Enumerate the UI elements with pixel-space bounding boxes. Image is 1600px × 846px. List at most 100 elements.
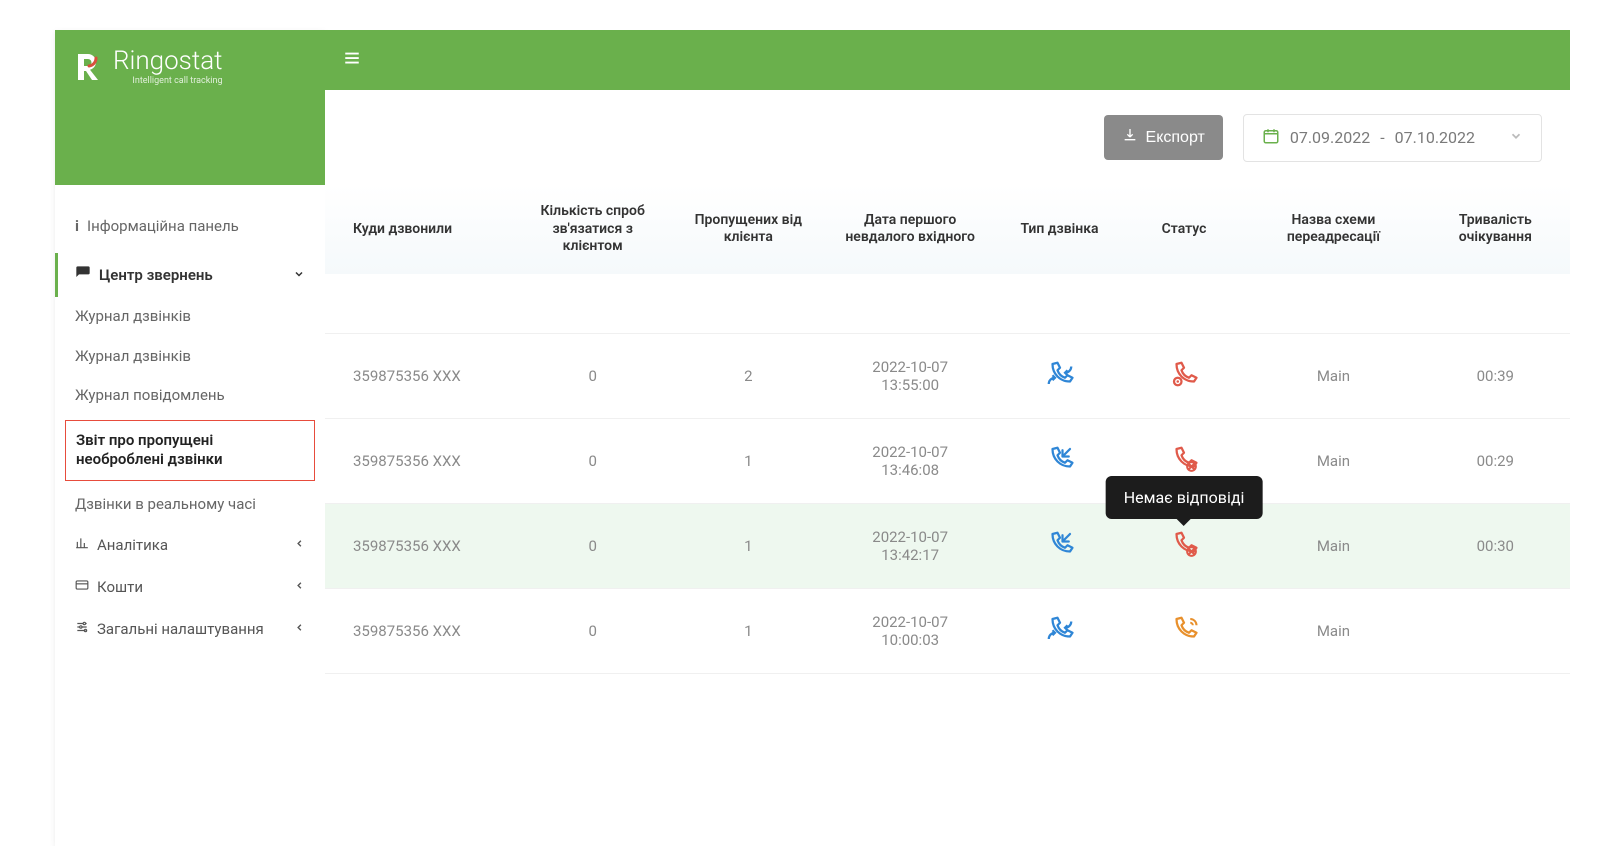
sidebar-nav: i Інформаційна панель Центр звернень Жур… [55,185,325,650]
sidebar-sub-label: Дзвінки в реальному часі [75,495,256,513]
table-head: Куди дзвонили Кількість спроб зв'язатися… [325,185,1570,274]
cell-scheme: Main [1246,334,1420,419]
sidebar-sub-label: Журнал повідомлень [75,386,225,404]
cell-number: 359875356 XXX [325,589,512,674]
cell-date: 2022-10-0713:46:08 [823,419,997,504]
brand-logo[interactable]: Ringostat Intelligent call tracking [73,48,223,86]
bar-chart-icon [75,536,89,554]
cell-missed: 1 [674,504,823,589]
table-row[interactable]: 359875356 XXX022022-10-0713:55:00 Main00:… [325,334,1570,419]
cell-type [997,334,1122,419]
sidebar-sub-realtime-calls[interactable]: Дзвінки в реальному часі [55,485,325,525]
cell-date: 2022-10-0713:55:00 [823,334,997,419]
cell-wait [1421,589,1570,674]
download-icon [1122,127,1138,148]
col-header-missed[interactable]: Пропущених від клієнта [674,185,823,274]
cell-attempts: 0 [512,419,674,504]
brand-logo-area: Ringostat Intelligent call tracking [55,30,325,185]
cell-attempts: 0 [512,334,674,419]
table-row[interactable]: 359875356 XXX012022-10-0713:42:17 Немає в… [325,504,1570,589]
sidebar: Ringostat Intelligent call tracking i Ін… [55,30,325,846]
cell-scheme: Main [1246,504,1420,589]
toolbar: Експорт 07.09.2022 - 07.10.2022 [325,90,1570,185]
date-sep: - [1380,128,1384,147]
cell-missed: 2 [674,334,823,419]
sidebar-item-settings[interactable]: Загальні налаштування [55,608,325,650]
sidebar-item-label: Кошти [97,578,143,596]
cell-type [997,504,1122,589]
sidebar-sub-call-log-2[interactable]: Журнал дзвінків [55,337,325,377]
main-area: Експорт 07.09.2022 - 07.10.2022 [325,30,1570,846]
calendar-icon [1262,127,1280,149]
col-header-date[interactable]: Дата першого невдалого вхідного [823,185,997,274]
cell-attempts: 0 [512,504,674,589]
date-to: 07.10.2022 [1395,128,1475,147]
cell-date: 2022-10-0713:42:17 [823,504,997,589]
cell-missed: 1 [674,419,823,504]
export-button[interactable]: Експорт [1104,115,1223,160]
cell-number: 359875356 XXX [325,504,512,589]
calls-table: Куди дзвонили Кількість спроб зв'язатися… [325,185,1570,674]
brand-text-wrap: Ringostat Intelligent call tracking [113,48,223,86]
sidebar-sub-missed-report[interactable]: Звіт про пропущені необроблені дзвінки [65,420,315,481]
table-spacer-row [325,274,1570,334]
col-header-wait[interactable]: Тривалість очікування [1421,185,1570,274]
cell-date: 2022-10-0710:00:03 [823,589,997,674]
sidebar-item-dashboard[interactable]: i Інформаційна панель [55,205,325,253]
app-root: Ringostat Intelligent call tracking i Ін… [0,0,1600,846]
sidebar-sub-label: Журнал дзвінків [75,307,191,325]
col-header-status[interactable]: Статус [1122,185,1247,274]
col-header-number[interactable]: Куди дзвонили [325,185,512,274]
topbar [325,30,1570,90]
date-range-picker[interactable]: 07.09.2022 - 07.10.2022 [1243,114,1542,162]
chevron-down-icon [293,268,305,283]
chat-icon [75,265,91,285]
col-header-scheme[interactable]: Назва схеми переадресації [1246,185,1420,274]
sliders-icon [75,620,89,638]
table-row[interactable]: 359875356 XXX012022-10-0710:00:03 Main [325,589,1570,674]
cell-wait: 00:39 [1421,334,1570,419]
col-header-type[interactable]: Тип дзвінка [997,185,1122,274]
card-icon [75,578,89,596]
cell-attempts: 0 [512,589,674,674]
cell-type [997,419,1122,504]
status-with-tooltip[interactable]: Немає відповіді [1169,529,1199,563]
cell-scheme: Main [1246,419,1420,504]
sidebar-item-analytics[interactable]: Аналітика [55,524,325,566]
sidebar-item-label: Інформаційна панель [87,217,239,235]
cell-wait: 00:30 [1421,504,1570,589]
table-body: 359875356 XXX022022-10-0713:55:00Main00:… [325,274,1570,674]
brand-name: Ringostat [113,48,223,74]
brand-tagline: Intelligent call tracking [113,76,223,86]
cell-status: Немає відповіді [1122,504,1247,589]
chevron-left-icon [294,580,305,594]
table-row[interactable]: 359875356 XXX012022-10-0713:46:08 Main00:… [325,419,1570,504]
cell-status [1122,334,1247,419]
sidebar-item-label: Аналітика [97,536,168,554]
col-header-attempts[interactable]: Кількість спроб зв'язатися з клієнтом [512,185,674,274]
sidebar-item-requests-center[interactable]: Центр звернень [55,253,325,297]
chevron-left-icon [294,538,305,552]
sidebar-item-label: Загальні налаштування [97,620,264,638]
chevron-down-icon [1509,128,1523,147]
cell-type [997,589,1122,674]
export-label: Експорт [1146,129,1205,147]
cell-number: 359875356 XXX [325,419,512,504]
cell-number: 359875356 XXX [325,334,512,419]
cell-missed: 1 [674,589,823,674]
sidebar-item-label: Центр звернень [99,266,213,284]
date-from: 07.09.2022 [1290,128,1370,147]
table-wrap: Куди дзвонили Кількість спроб зв'язатися… [325,185,1570,846]
chevron-left-icon [294,622,305,636]
sidebar-sub-label: Звіт про пропущені необроблені дзвінки [76,431,223,469]
sidebar-sub-message-log[interactable]: Журнал повідомлень [55,376,325,416]
status-tooltip: Немає відповіді [1106,476,1263,519]
info-icon: i [75,217,79,235]
hamburger-button[interactable] [343,48,361,72]
cell-scheme: Main [1246,589,1420,674]
sidebar-sub-call-log-1[interactable]: Журнал дзвінків [55,297,325,337]
cell-wait: 00:29 [1421,419,1570,504]
cell-status [1122,589,1247,674]
sidebar-item-funds[interactable]: Кошти [55,566,325,608]
brand-mark-icon [73,50,107,84]
